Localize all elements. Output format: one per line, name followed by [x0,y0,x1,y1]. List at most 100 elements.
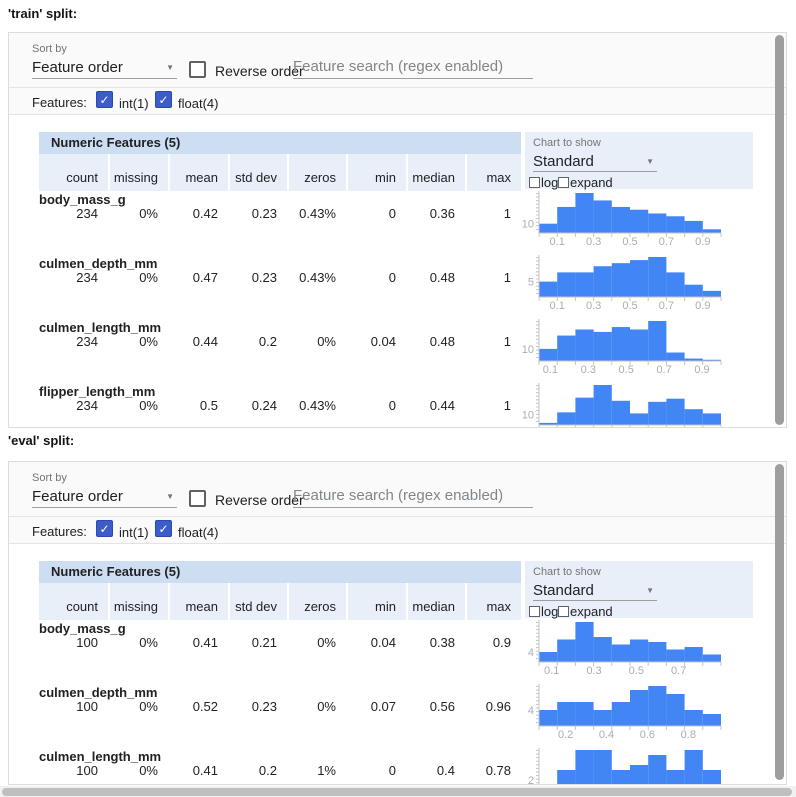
svg-text:0.3: 0.3 [581,364,596,375]
sort-by-value: Feature order [32,488,123,505]
stat-value-max: 1 [503,334,511,349]
stat-value-median: 0.4 [436,763,455,778]
feature-name: flipper_length_mm [39,384,156,399]
stat-value-max: 1 [503,398,511,413]
stat-value-zeros: 0% [317,635,336,650]
reverse-order-label: Reverse order [215,63,304,79]
horizontal-scrollbar-thumb[interactable] [2,788,792,796]
feature-type-int-label: int(1) [119,96,149,111]
table-column-headers: count missing mean std dev zeros min median max [39,583,521,620]
feature-type-int-label: int(1) [119,525,149,540]
vertical-scrollbar-thumb[interactable] [775,35,784,425]
stat-value-mean: 0.42 [192,206,218,221]
stat-value-std-dev: 0.2 [258,763,277,778]
horizontal-scrollbar[interactable] [0,786,796,797]
log-label: log [541,175,559,190]
stat-value-zeros: 0.43% [299,206,336,221]
feature-type-float-checkbox[interactable]: ✓ [155,520,172,537]
sort-by-label: Sort by [32,43,67,55]
features-label: Features: [32,524,87,539]
stat-value-median: 0.36 [429,206,455,221]
feature-type-float-label: float(4) [178,96,219,111]
vertical-scrollbar-thumb[interactable] [775,464,784,780]
stat-value-missing: 0% [139,635,158,650]
histogram-chart: 4 0.1 0.3 0.5 0.7 [528,620,722,677]
reverse-order-label: Reverse order [215,492,304,508]
sort-by-label: Sort by [32,472,67,484]
expand-checkbox[interactable] [558,606,569,617]
svg-text:0.9: 0.9 [695,300,710,311]
chart-to-show-label: Chart to show [533,566,601,578]
column-header-mean: mean [168,583,228,620]
expand-label: expand [570,175,613,190]
svg-text:0.7: 0.7 [656,364,671,375]
stat-value-mean: 0.41 [192,635,218,650]
feature-type-int-checkbox[interactable]: ✓ [96,91,113,108]
column-header-count: count [39,583,108,620]
stat-value-mean: 0.5 [199,398,218,413]
svg-text:0.1: 0.1 [544,665,559,676]
reverse-order-checkbox[interactable] [189,490,206,507]
feature-type-int-checkbox[interactable]: ✓ [96,520,113,537]
log-checkbox[interactable] [529,177,540,188]
stat-value-mean: 0.44 [192,334,218,349]
train-split-label: 'train' split: [8,6,78,21]
stat-value-max: 1 [503,270,511,285]
stat-value-zeros: 0.43% [299,398,336,413]
svg-text:10: 10 [522,409,534,421]
expand-checkbox[interactable] [558,177,569,188]
column-header-count: count [39,154,108,191]
chart-type-dropdown[interactable]: Standard ▼ [533,151,657,172]
stat-value-mean: 0.41 [192,763,218,778]
chevron-down-icon: ▼ [646,585,654,595]
column-header-std-dev: std dev [228,154,287,191]
column-header-min: min [346,154,406,191]
sort-toolbar: Sort by Feature order ▼ Reverse order [9,462,786,517]
expand-label: expand [570,604,613,619]
stat-value-std-dev: 0.23 [251,270,277,285]
stat-value-count: 100 [76,699,98,714]
feature-search-input[interactable] [293,55,533,79]
feature-name: culmen_length_mm [39,320,162,335]
stat-value-count: 100 [76,763,98,778]
svg-text:2: 2 [528,775,534,785]
check-icon: ✓ [99,92,110,107]
stat-value-median: 0.56 [429,699,455,714]
stat-value-min: 0 [388,270,396,285]
svg-text:0.7: 0.7 [659,236,674,247]
stat-value-median: 0.48 [429,334,455,349]
chart-to-show-box: Chart to show Standard ▼ log expand [525,561,753,619]
histogram-chart: 100.10.30.50.70.9 [522,383,722,427]
stat-value-min: 0.04 [370,635,396,650]
column-header-mean: mean [168,154,228,191]
chart-type-dropdown[interactable]: Standard ▼ [533,580,657,601]
sort-by-dropdown[interactable]: Feature order ▼ [32,486,177,508]
stat-value-max: 1 [503,206,511,221]
features-filter-bar: Features: ✓ int(1) ✓ float(4) [9,88,786,115]
svg-text:5: 5 [528,277,534,289]
svg-text:4: 4 [528,705,534,717]
check-icon: ✓ [158,521,169,536]
sort-toolbar: Sort by Feature order ▼ Reverse order [9,33,786,88]
feature-name: body_mass_g [39,192,126,207]
svg-text:4: 4 [528,647,534,659]
svg-text:0.3: 0.3 [586,300,601,311]
stat-value-max: 0.9 [492,635,511,650]
sort-by-value: Feature order [32,59,123,76]
sort-by-dropdown[interactable]: Feature order ▼ [32,57,177,79]
feature-search-input[interactable] [293,484,533,508]
stat-value-std-dev: 0.2 [258,334,277,349]
table-column-headers: count missing mean std dev zeros min median max [39,154,521,191]
stat-value-missing: 0% [139,270,158,285]
log-checkbox[interactable] [529,606,540,617]
svg-text:0.9: 0.9 [694,364,709,375]
svg-text:0.1: 0.1 [550,300,565,311]
stat-value-std-dev: 0.23 [251,699,277,714]
feature-type-float-checkbox[interactable]: ✓ [155,91,172,108]
feature-row: body_mass_g 100 0% 0.41 0.21 0% 0.04 0.38 0.9 4 0.… [9,620,786,684]
reverse-order-checkbox[interactable] [189,61,206,78]
numeric-features-title: Numeric Features (5) [39,132,521,154]
